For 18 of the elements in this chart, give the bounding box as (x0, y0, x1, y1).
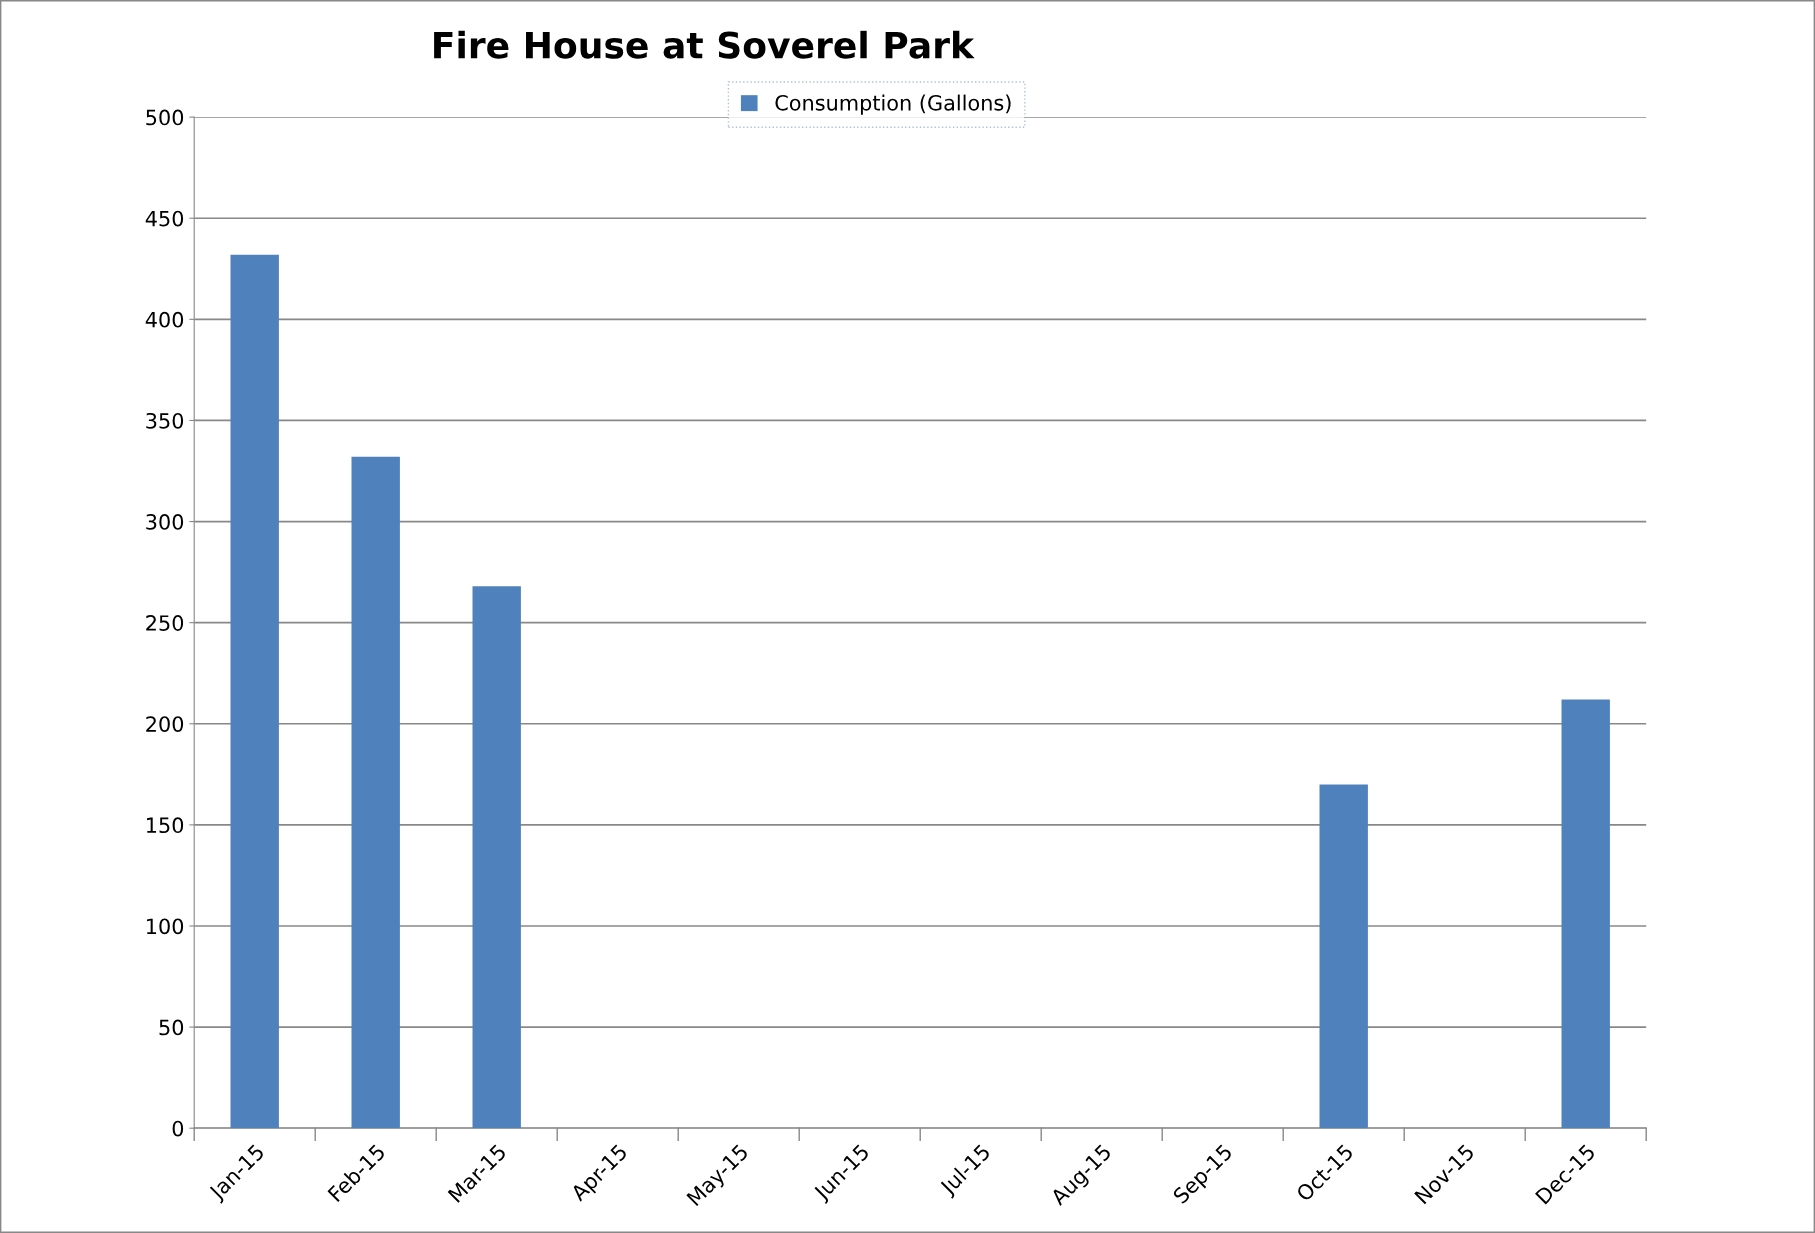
bar (351, 456, 400, 1129)
y-tick-label: 250 (146, 615, 184, 631)
legend-label: Consumption (Gallons) (775, 94, 1011, 115)
y-tick-label: 100 (147, 918, 184, 935)
y-tick-label: 200 (146, 716, 184, 732)
chart-title: Fire House at Soverel Park (434, 30, 975, 59)
y-tick-label: 350 (146, 412, 184, 429)
y-tick-label: 500 (146, 109, 184, 126)
bar (230, 254, 279, 1129)
y-tick-label: 0 (172, 1120, 184, 1137)
y-tick-label: 50 (159, 1019, 184, 1036)
y-tick-label: 400 (145, 311, 184, 328)
bar (472, 586, 521, 1129)
bar (1561, 699, 1610, 1129)
y-tick-label: 300 (146, 514, 184, 530)
bar (1319, 784, 1368, 1129)
y-tick-label: 150 (147, 817, 184, 834)
y-tick-label: 450 (145, 210, 184, 227)
